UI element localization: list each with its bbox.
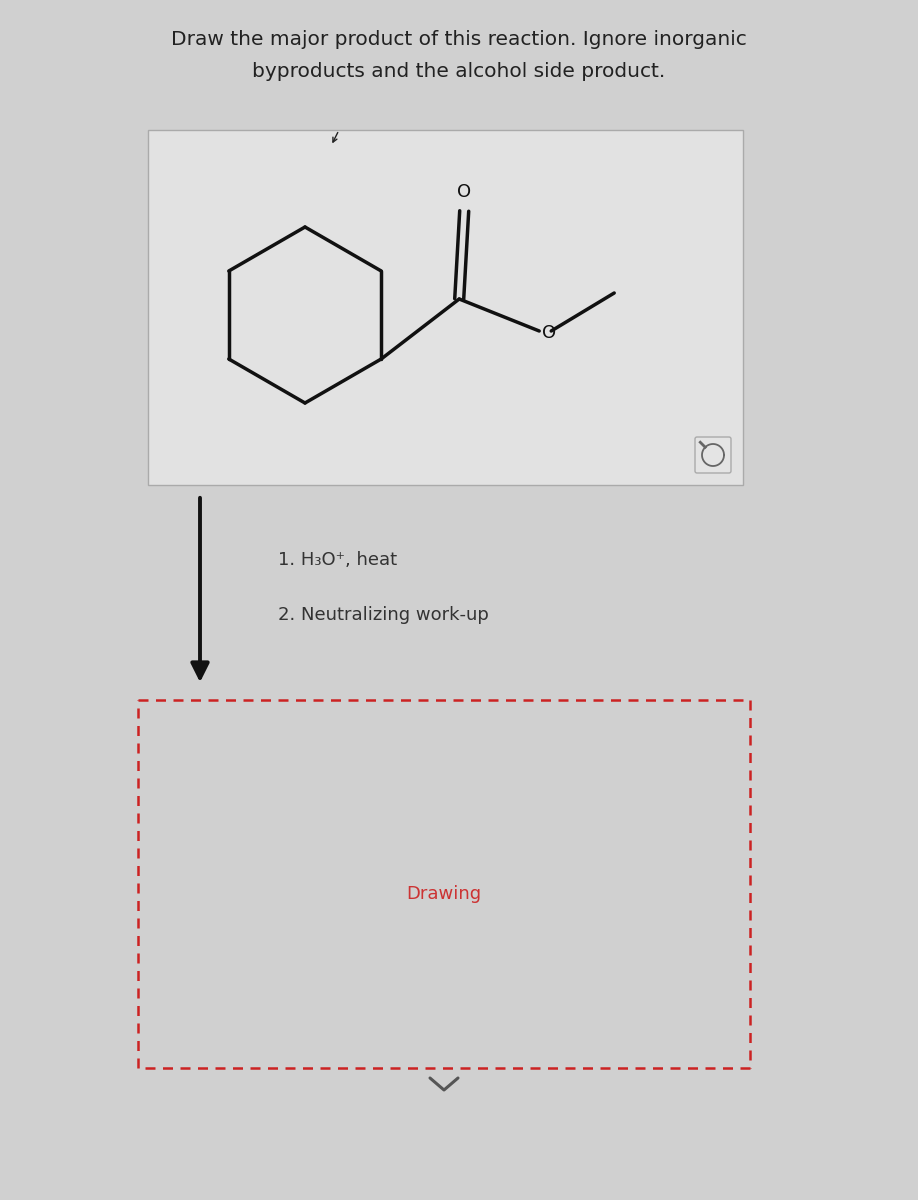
Text: O: O: [543, 324, 556, 342]
Text: O: O: [457, 182, 471, 200]
Text: Drawing: Drawing: [407, 886, 482, 902]
Bar: [148, 130, 743, 485]
Text: byproducts and the alcohol side product.: byproducts and the alcohol side product.: [252, 62, 666, 80]
FancyBboxPatch shape: [695, 437, 731, 473]
Bar: [138, 700, 750, 1068]
Text: 1. H₃O⁺, heat: 1. H₃O⁺, heat: [278, 551, 397, 569]
Text: 2. Neutralizing work-up: 2. Neutralizing work-up: [278, 606, 489, 624]
Text: Draw the major product of this reaction. Ignore inorganic: Draw the major product of this reaction.…: [171, 30, 747, 49]
